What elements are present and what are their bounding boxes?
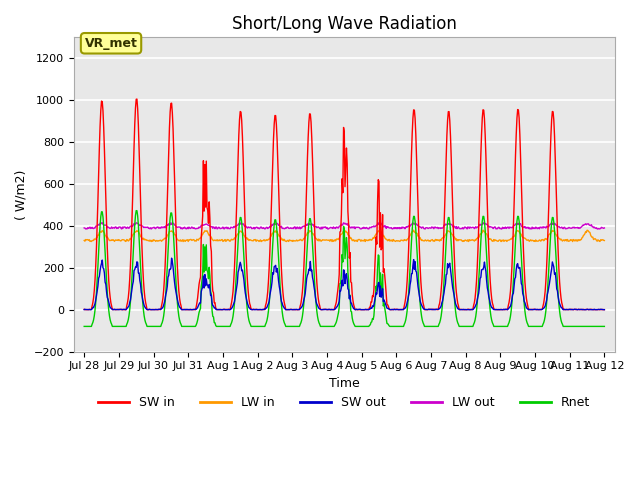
Y-axis label: ( W/m2): ( W/m2)	[15, 169, 28, 220]
Text: VR_met: VR_met	[84, 37, 138, 50]
X-axis label: Time: Time	[329, 377, 360, 390]
Legend: SW in, LW in, SW out, LW out, Rnet: SW in, LW in, SW out, LW out, Rnet	[93, 391, 595, 414]
Title: Short/Long Wave Radiation: Short/Long Wave Radiation	[232, 15, 457, 33]
